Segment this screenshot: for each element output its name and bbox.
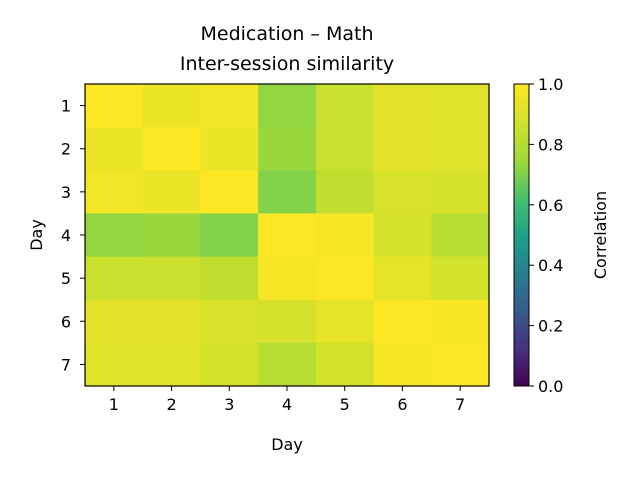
x-tick-label: 4 xyxy=(282,395,292,414)
heatmap-cell xyxy=(431,84,490,128)
heatmap-cell xyxy=(142,299,201,344)
colorbar-tick-label: 0.0 xyxy=(538,377,563,396)
heatmap-cell xyxy=(315,299,375,344)
colorbar-tick-label: 0.8 xyxy=(538,135,563,154)
x-tick-label: 3 xyxy=(224,395,234,414)
colorbar xyxy=(513,83,530,387)
heatmap-cell xyxy=(431,299,490,344)
heatmap-cell xyxy=(258,342,317,387)
x-tick-label: 1 xyxy=(109,395,119,414)
y-tick-label: 3 xyxy=(61,183,71,202)
heatmap-cell xyxy=(258,170,317,214)
colorbar-tick-label: 1.0 xyxy=(538,75,563,94)
heatmap-cell xyxy=(200,299,259,344)
x-tick-label: 2 xyxy=(166,395,176,414)
heatmap-cell xyxy=(200,213,259,258)
x-axis-label: Day xyxy=(271,435,303,454)
heatmap-cell xyxy=(258,84,317,128)
heatmap-cells xyxy=(85,84,490,387)
heatmap-cell xyxy=(258,256,317,301)
y-tick-label: 1 xyxy=(61,97,71,116)
y-tick-label: 6 xyxy=(61,312,71,331)
heatmap-cell xyxy=(431,170,490,214)
heatmap-cell xyxy=(431,342,490,387)
heatmap-cell xyxy=(200,84,259,128)
heatmap-cell xyxy=(373,84,432,128)
heatmap-cell xyxy=(142,127,201,171)
y-tick-label: 4 xyxy=(61,226,71,245)
heatmap-cell xyxy=(258,299,317,344)
heatmap-cell xyxy=(85,256,144,301)
colorbar-tick-label: 0.4 xyxy=(538,256,563,275)
heatmap-cell xyxy=(373,299,432,344)
heatmap-cell xyxy=(200,342,259,387)
heatmap-cell xyxy=(373,342,432,387)
y-axis-label: Day xyxy=(27,219,46,251)
heatmap-cell xyxy=(315,213,375,258)
heatmap-cell xyxy=(200,127,259,171)
x-tick-label: 5 xyxy=(340,395,350,414)
heatmap-cell xyxy=(431,213,490,258)
heatmap-cell xyxy=(258,213,317,258)
heatmap-cell xyxy=(85,213,144,258)
heatmap-cell xyxy=(373,127,432,171)
y-tick-label: 5 xyxy=(61,269,71,288)
heatmap-cell xyxy=(315,84,375,128)
heatmap-cell xyxy=(85,342,144,387)
heatmap-cell xyxy=(85,170,144,214)
x-axis-ticks: 1 2 3 4 5 6 7 xyxy=(109,386,465,414)
y-tick-label: 2 xyxy=(61,140,71,159)
heatmap-cell xyxy=(142,342,201,387)
heatmap-cell xyxy=(315,127,375,171)
chart-title: Medication – Math xyxy=(200,23,373,45)
heatmap-cell xyxy=(315,256,375,301)
heatmap-cell xyxy=(85,127,144,171)
heatmap-cell xyxy=(373,170,432,214)
colorbar-ticks: 0.0 0.2 0.4 0.6 0.8 1.0 xyxy=(529,75,563,396)
heatmap-cell xyxy=(200,170,259,214)
heatmap-cell xyxy=(200,256,259,301)
colorbar-tick-label: 0.2 xyxy=(538,317,563,336)
heatmap-cell xyxy=(315,342,375,387)
heatmap-cell xyxy=(315,170,375,214)
heatmap-cell xyxy=(373,256,432,301)
colorbar-label: Correlation xyxy=(591,191,610,279)
heatmap-cell xyxy=(85,84,144,128)
colorbar-tick-label: 0.6 xyxy=(538,196,563,215)
y-axis-ticks: 1 2 3 4 5 6 7 xyxy=(61,97,85,374)
x-tick-label: 7 xyxy=(455,395,465,414)
heatmap-cell xyxy=(142,84,201,128)
heatmap-cell xyxy=(85,299,144,344)
heatmap-cell xyxy=(431,127,490,171)
heatmap-cell xyxy=(431,256,490,301)
x-tick-label: 6 xyxy=(397,395,407,414)
heatmap-cell xyxy=(142,256,201,301)
heatmap-cell xyxy=(258,127,317,171)
chart-subtitle: Inter-session similarity xyxy=(180,53,394,75)
heatmap-cell xyxy=(373,213,432,258)
y-tick-label: 7 xyxy=(61,355,71,374)
heatmap-cell xyxy=(142,213,201,258)
heatmap-cell xyxy=(142,170,201,214)
